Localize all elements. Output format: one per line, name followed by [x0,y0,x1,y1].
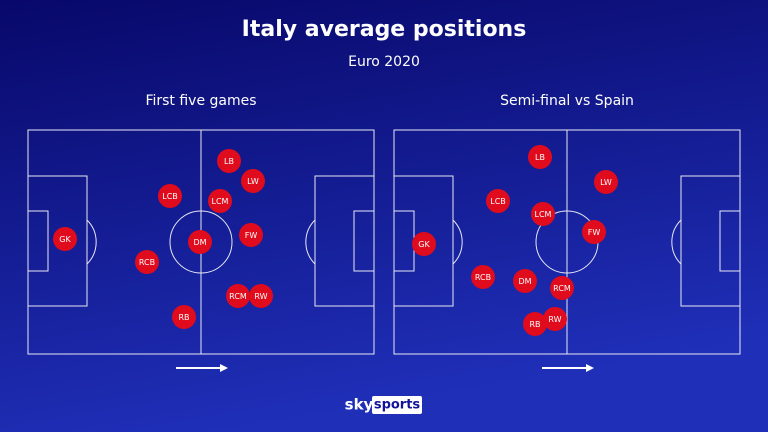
player-dot [249,284,273,308]
player-dot [523,312,547,336]
player-label: RCB [139,258,155,267]
centre-circle [169,210,233,274]
player-label: LCB [162,192,178,201]
six-yard-box [27,210,49,272]
player-dot [486,189,510,213]
penalty-arc [671,219,682,265]
logo: sky sports [345,396,422,414]
player-label: LB [535,153,545,162]
player-dot [217,149,241,173]
player-label: RW [254,292,267,301]
arrow-head [220,364,228,372]
subtitle: Euro 2020 [348,54,420,70]
player-label: RW [548,315,561,324]
player-dot [582,220,606,244]
player-dot [412,232,436,256]
player-label: LCM [535,210,552,219]
player-dot [158,184,182,208]
arrow-head [586,364,594,372]
pitch-title: First five games [145,93,256,109]
player-dot [531,202,555,226]
player-dot [188,230,212,254]
player-label: RCM [553,284,571,293]
player-label: DM [518,277,531,286]
player-dot [550,276,574,300]
logo-product: sports [374,398,421,413]
title: Italy average positions [242,17,527,42]
player-dot [241,169,265,193]
player-label: LB [224,157,234,166]
player-dot [239,223,263,247]
player-dot [226,284,250,308]
player-label: GK [418,240,430,249]
logo-box [372,396,422,414]
penalty-arc [452,219,463,265]
player-dot [513,269,537,293]
six-yard-box [353,210,375,272]
pitch [27,129,375,372]
player-dot [528,145,552,169]
player-dot [543,307,567,331]
penalty-arc [86,219,97,265]
player-label: LW [247,177,259,186]
player-label: GK [59,235,71,244]
pitch-title: Semi-final vs Spain [500,93,634,109]
six-yard-box [719,210,741,272]
player-label: RB [529,320,540,329]
player-dot [53,227,77,251]
player-label: RCM [229,292,247,301]
player-label: LCB [490,197,506,206]
player-label: RCB [475,273,491,282]
player-label: DM [193,238,206,247]
player-dot [135,250,159,274]
pitch [393,129,741,372]
player-label: FW [245,231,258,240]
player-label: RB [178,313,189,322]
player-dot [471,265,495,289]
player-dot [172,305,196,329]
player-label: FW [588,228,601,237]
player-label: LW [600,178,612,187]
penalty-arc [305,219,316,265]
player-dot [208,189,232,213]
player-label: LCM [212,197,229,206]
logo-brand: sky [345,396,374,414]
player-dot [594,170,618,194]
